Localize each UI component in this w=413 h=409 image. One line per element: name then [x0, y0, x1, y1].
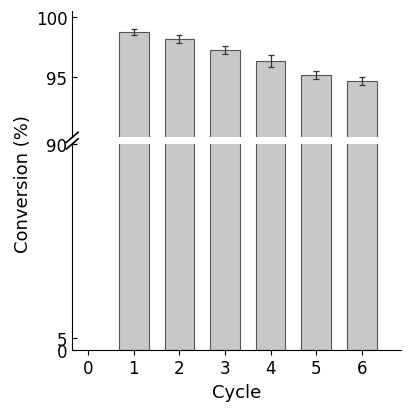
Bar [119, 124, 149, 350]
Bar [165, 40, 194, 409]
Bar [347, 134, 377, 350]
Bar [301, 76, 331, 409]
Bar [301, 133, 331, 350]
Bar [256, 61, 285, 409]
X-axis label: Cycle: Cycle [212, 383, 261, 401]
Bar [165, 126, 194, 350]
Bar [210, 128, 240, 350]
Bar [119, 33, 149, 409]
Text: Conversion (%): Conversion (%) [14, 115, 33, 253]
Bar [256, 130, 285, 350]
Bar [210, 51, 240, 409]
Bar [347, 82, 377, 409]
